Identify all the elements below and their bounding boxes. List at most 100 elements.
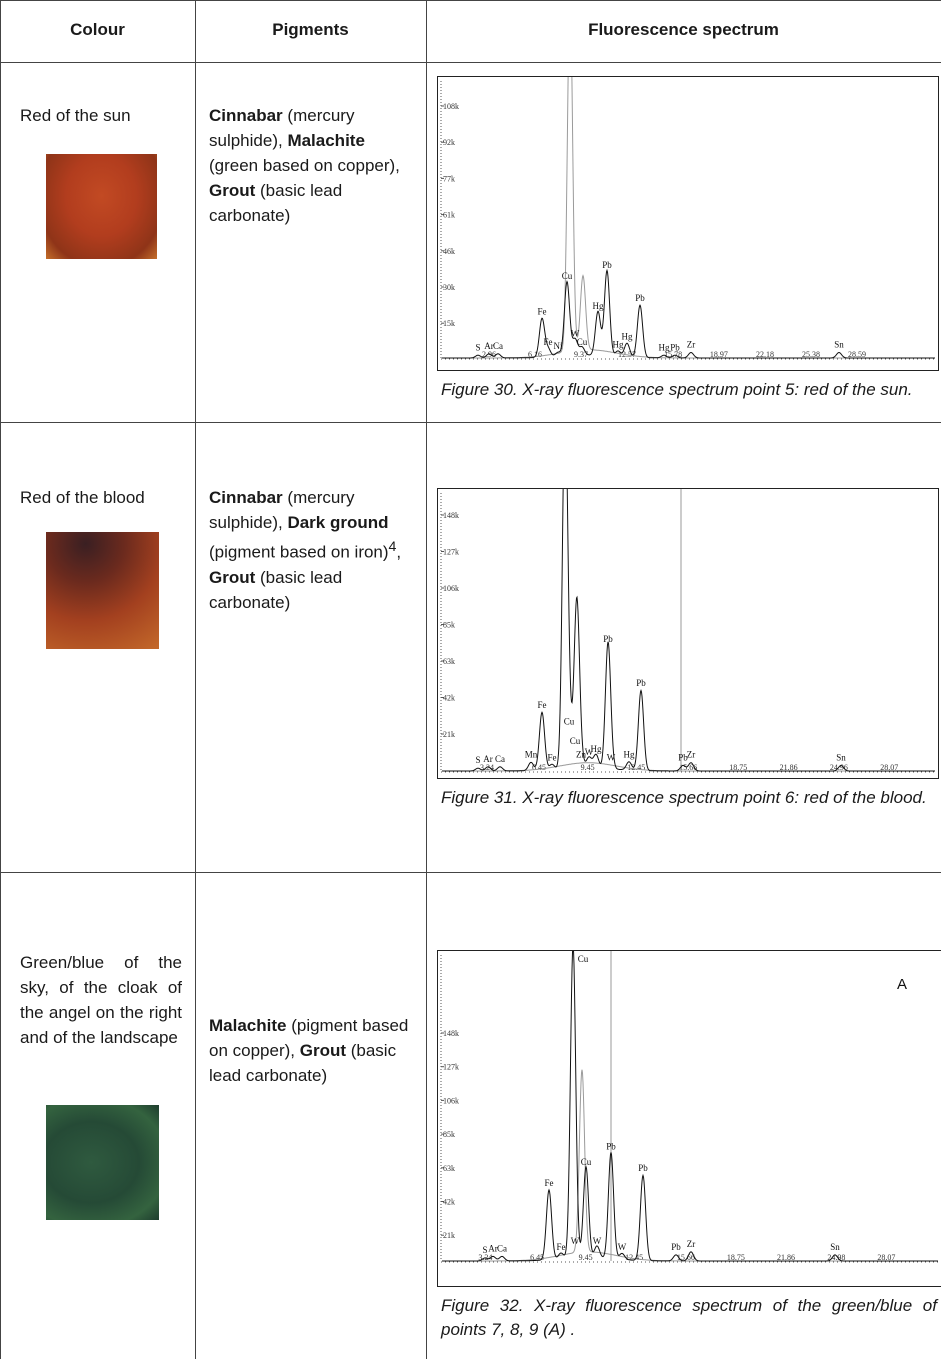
- peak-label: Ar: [483, 754, 493, 764]
- peak-label: Ca: [495, 754, 505, 764]
- rule: [0, 872, 941, 873]
- y-tick-label: 92k: [443, 138, 455, 147]
- peak-label: Hg: [593, 301, 604, 311]
- peak-label: Sn: [834, 340, 844, 350]
- pigments: Malachite (pigment based on copper), Gro…: [209, 1013, 415, 1088]
- peak-label: Hg: [624, 750, 635, 760]
- y-tick-label: 63k: [443, 657, 455, 666]
- rule: [0, 0, 941, 1]
- pigment-text: (pigment based on iron): [209, 543, 389, 562]
- y-tick-label: 30k: [443, 283, 455, 292]
- column-header: Colour: [0, 20, 195, 40]
- y-tick-label: 46k: [443, 247, 455, 256]
- peak-label: W: [618, 1242, 627, 1252]
- y-tick-label: 108k: [443, 102, 459, 111]
- rule: [0, 62, 941, 63]
- colour-name: Red of the blood: [20, 485, 182, 510]
- figure-caption: Figure 32. X-ray fluorescence spectrum o…: [441, 1294, 937, 1342]
- peak-label: Hg: [591, 744, 602, 754]
- peak-label: Fe: [548, 752, 557, 762]
- peak-label: Sn: [836, 752, 846, 762]
- column-header: Fluorescence spectrum: [426, 20, 941, 40]
- y-tick-label: 21k: [443, 1231, 455, 1240]
- spectrum-curve: [442, 489, 935, 771]
- peak-label: Fe: [538, 307, 547, 317]
- peak-label: Cu: [564, 717, 575, 727]
- spectrum-chart: 108k92k77k61k46k30k15k2.966.169.3712.571…: [437, 76, 939, 371]
- colour-name: Green/blue of the sky, of the cloak of t…: [20, 950, 182, 1050]
- peak-label: Fe: [544, 337, 553, 347]
- peak-label: Ca: [497, 1243, 507, 1253]
- y-tick-label: 42k: [443, 694, 455, 703]
- peak-label: Cu: [578, 954, 589, 964]
- spectrum-plot: 148k127k106k85k63k42k21k3.246.459.4512.4…: [438, 951, 941, 1286]
- y-tick-label: 148k: [443, 511, 459, 520]
- pigment-name: Grout: [300, 1041, 346, 1060]
- peak-label: Sn: [830, 1242, 840, 1252]
- y-tick-label: 63k: [443, 1164, 455, 1173]
- spectrum-curve: [442, 77, 935, 358]
- peak-label: Pb: [638, 1163, 648, 1173]
- peak-label: Pb: [671, 1242, 681, 1252]
- y-tick-label: 61k: [443, 211, 455, 220]
- page: Colour Pigments Fluorescence spectrum Re…: [0, 0, 941, 1359]
- peak-label: S: [475, 755, 480, 765]
- pigment-name: Grout: [209, 181, 255, 200]
- peak-label: Fe: [538, 700, 547, 710]
- peak-label: Zr: [687, 340, 696, 350]
- x-tick-label: 9.45: [581, 763, 595, 772]
- pigment-name: Malachite: [209, 1016, 286, 1035]
- peak-label: Zr: [687, 750, 696, 760]
- colour-swatch: [46, 1105, 159, 1220]
- x-tick-label: 9.45: [579, 1253, 593, 1262]
- panel-label: A: [897, 976, 907, 993]
- y-tick-label: 85k: [443, 1130, 455, 1139]
- colour-swatch: [46, 532, 159, 649]
- peak-label: S: [482, 1245, 487, 1255]
- pigments: Cinnabar (mercury sulphide), Dark ground…: [209, 485, 415, 615]
- pigment-text: (green based on copper),: [209, 156, 400, 175]
- x-tick-label: 6.45: [532, 763, 546, 772]
- peak-label: Fe: [557, 1242, 566, 1252]
- pigment-name: Grout: [209, 568, 255, 587]
- spectrum-curve: [442, 951, 938, 1261]
- x-tick-label: 9.37: [574, 350, 588, 359]
- spectrum-plot: 148k127k106k85k63k42k21k3.246.459.4512.4…: [438, 489, 938, 778]
- y-tick-label: 15k: [443, 319, 455, 328]
- colour-name: Red of the sun: [20, 103, 182, 128]
- peak-label: Pb: [670, 342, 680, 352]
- peak-label: Mn: [525, 750, 538, 760]
- peak-label: Cu: [581, 1157, 592, 1167]
- y-tick-label: 127k: [443, 1063, 459, 1072]
- y-tick-label: 77k: [443, 174, 455, 183]
- peak-label: W: [571, 1236, 580, 1246]
- peak-label: Pb: [606, 1142, 616, 1152]
- y-tick-label: 85k: [443, 621, 455, 630]
- y-tick-label: 106k: [443, 1096, 459, 1105]
- peak-label: W: [593, 1236, 602, 1246]
- rule: [0, 422, 941, 423]
- peak-label: Cu: [570, 736, 581, 746]
- peak-label: Cu: [577, 337, 588, 347]
- pigment-text: ,: [396, 543, 401, 562]
- figure-caption: Figure 31. X-ray fluorescence spectrum p…: [441, 786, 937, 810]
- y-tick-label: 42k: [443, 1198, 455, 1207]
- column-header: Pigments: [195, 20, 426, 40]
- figure-caption: Figure 30. X-ray fluorescence spectrum p…: [441, 378, 937, 402]
- peak-label: Cu: [562, 271, 573, 281]
- peak-label: Fe: [545, 1178, 554, 1188]
- pigment-name: Dark ground: [287, 513, 388, 532]
- peak-label: Hg: [659, 342, 670, 352]
- peak-label: S: [475, 342, 480, 352]
- pigment-name: Cinnabar: [209, 488, 283, 507]
- pigments: Cinnabar (mercury sulphide), Malachite (…: [209, 103, 415, 228]
- peak-label: Pb: [602, 260, 612, 270]
- spectrum-curve: [442, 1070, 938, 1261]
- peak-label: Ca: [493, 341, 503, 351]
- peak-label: Pb: [635, 293, 645, 303]
- peak-label: W: [607, 752, 616, 762]
- rule: [195, 0, 196, 1359]
